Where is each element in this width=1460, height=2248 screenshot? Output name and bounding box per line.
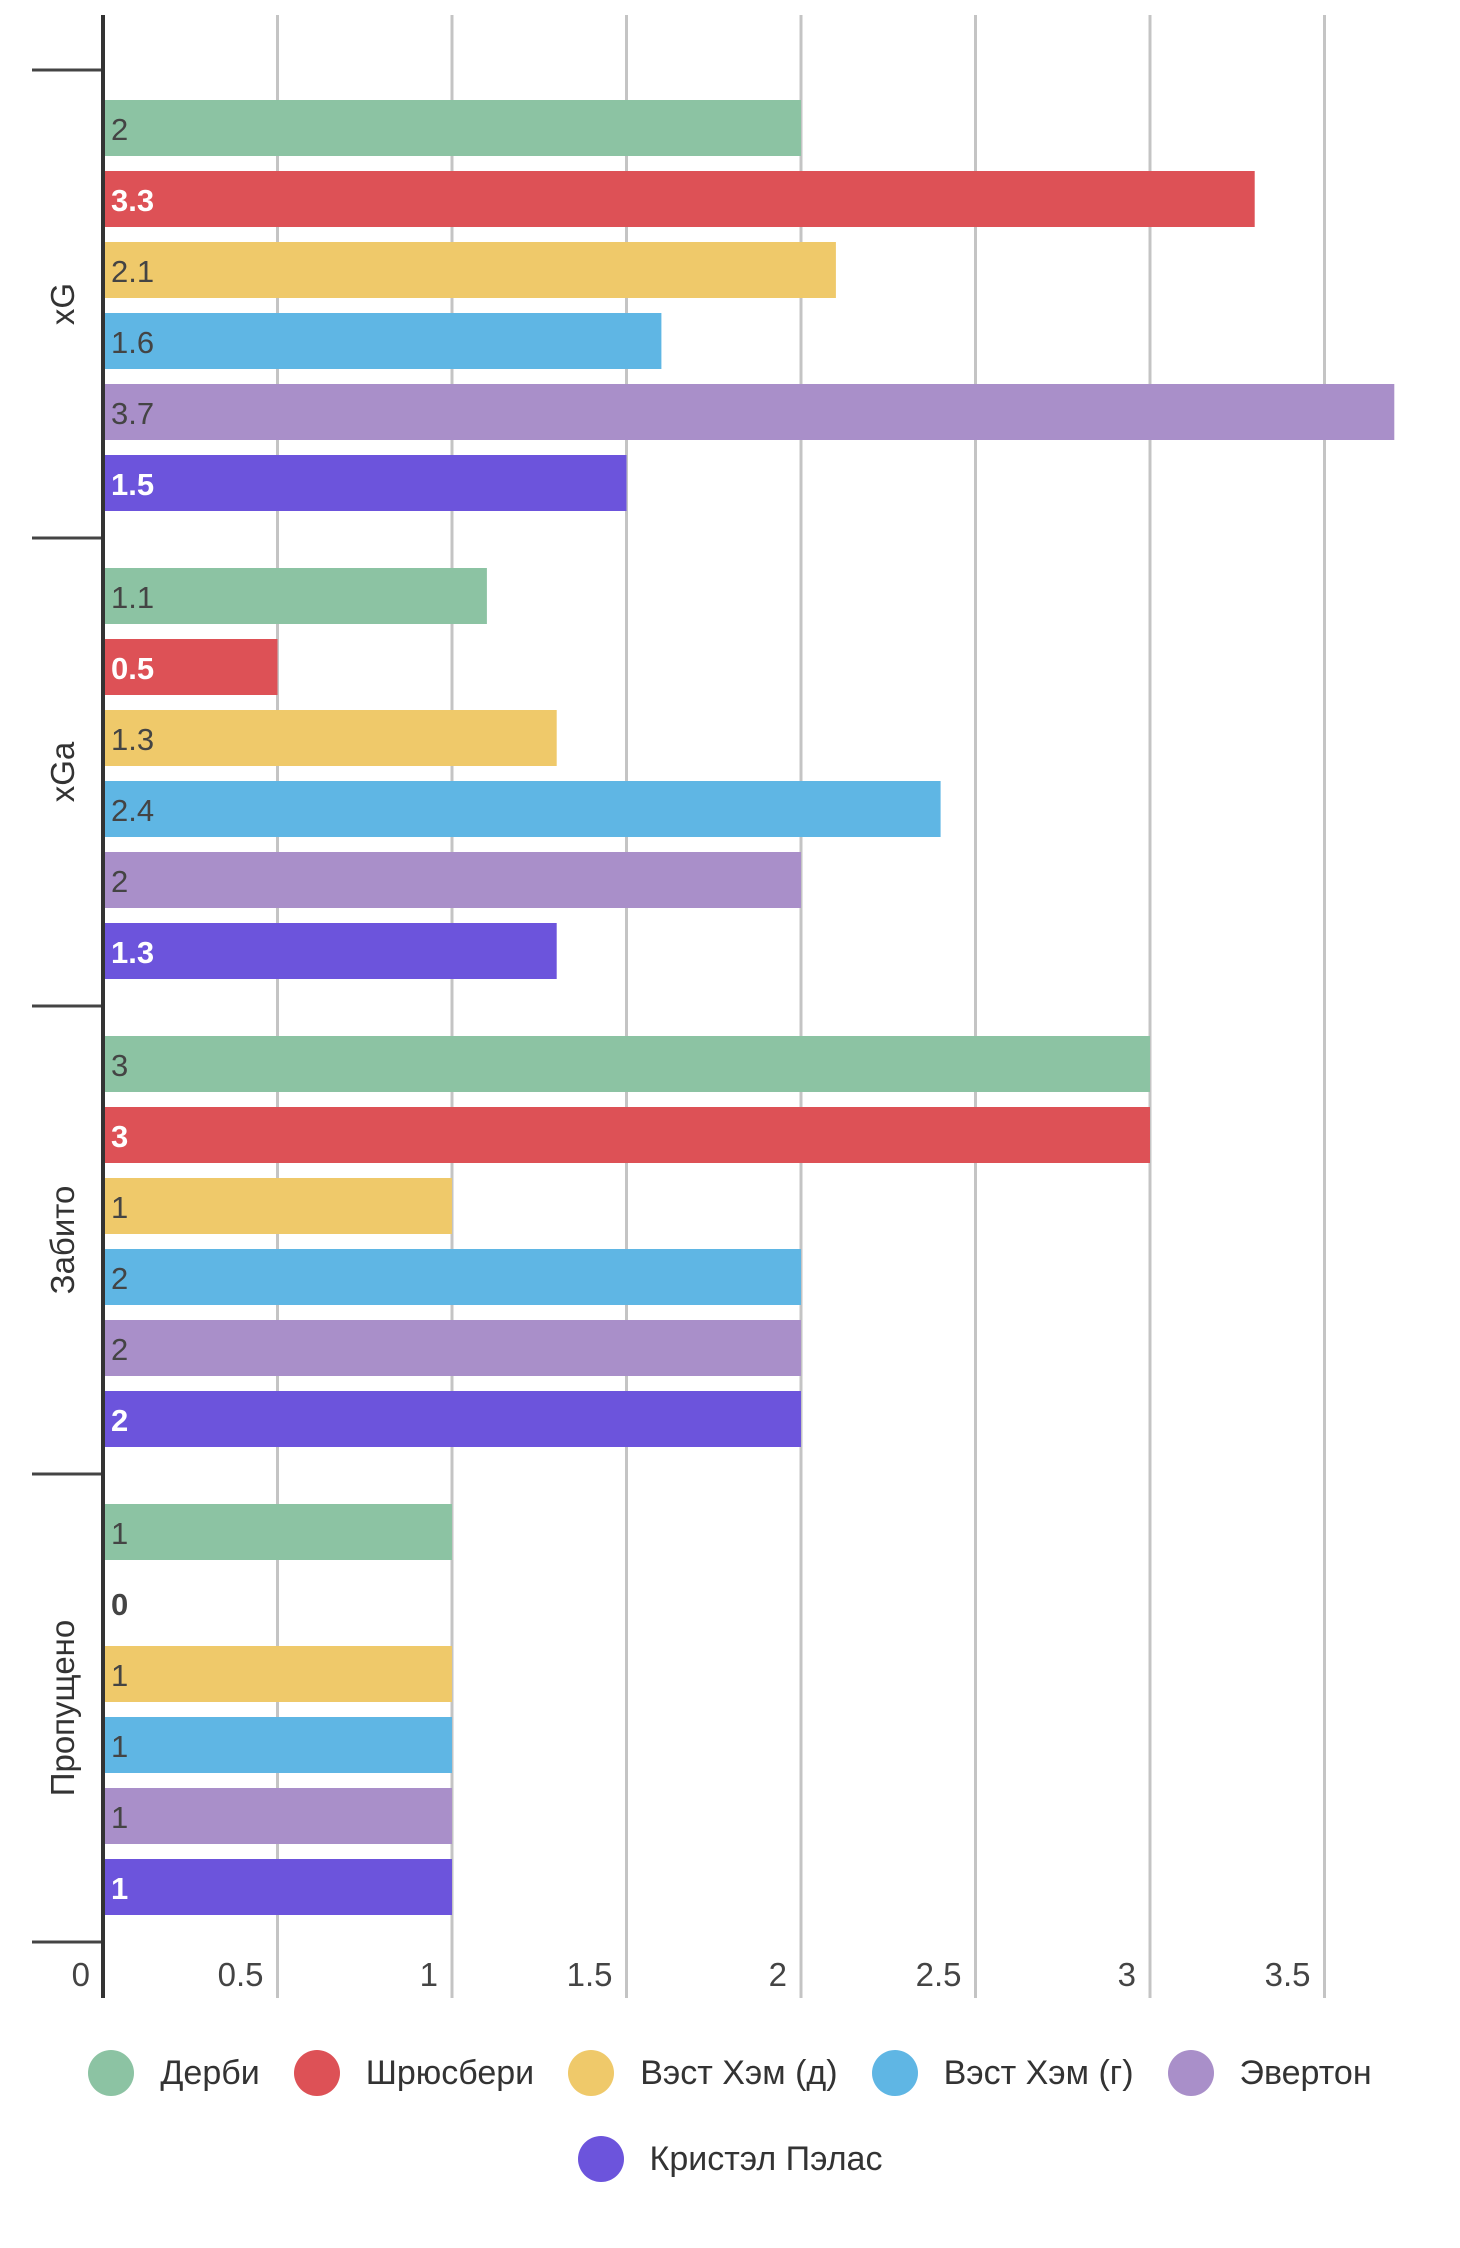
legend-swatch (88, 2050, 135, 2096)
bar (103, 100, 801, 156)
data-label: 1.3 (111, 935, 154, 970)
legend-label: Шрюсбери (365, 2053, 535, 2092)
legend-label: Вэст Хэм (г) (943, 2053, 1134, 2092)
category-label: Пропущено (44, 1620, 81, 1797)
data-label: 1.1 (111, 580, 154, 615)
legend-item: Дерби (88, 2050, 260, 2096)
x-tick-label: 0.5 (218, 1956, 264, 1993)
legend-item: Вэст Хэм (д) (568, 2050, 838, 2096)
category-label: xGa (44, 741, 81, 802)
data-label: 2 (111, 1332, 128, 1367)
data-label: 3 (111, 1119, 128, 1154)
data-label: 2.1 (111, 254, 154, 289)
x-tick-label: 2 (769, 1956, 787, 1993)
data-label: 2.4 (111, 793, 154, 828)
legend-swatch (871, 2050, 918, 2096)
data-label: 2 (111, 1403, 128, 1438)
bar (103, 1788, 452, 1844)
bar (103, 923, 557, 979)
bar (103, 1391, 801, 1447)
bar (103, 1320, 801, 1376)
bar (103, 852, 801, 908)
bar (103, 384, 1395, 440)
data-label: 1 (111, 1871, 128, 1906)
legend-swatch (1167, 2050, 1214, 2096)
category-label: Забито (44, 1186, 81, 1295)
data-label: 2 (111, 1261, 128, 1296)
data-label: 3.3 (111, 183, 154, 218)
legend-label: Вэст Хэм (д) (640, 2053, 838, 2092)
x-tick-label: 3.5 (1265, 1956, 1311, 1993)
bar (103, 781, 941, 837)
legend-item: Шрюсбери (293, 2050, 535, 2096)
data-label: 3 (111, 1048, 128, 1083)
bar (103, 568, 487, 624)
bar (103, 1646, 452, 1702)
x-tick-label: 2.5 (916, 1956, 962, 1993)
x-tick-label: 3 (1118, 1956, 1136, 1993)
legend-swatch (293, 2050, 340, 2096)
bar (103, 1717, 452, 1773)
bar (103, 1107, 1150, 1163)
bar (103, 639, 278, 695)
bar (103, 313, 662, 369)
legend-item: Эвертон (1167, 2050, 1372, 2096)
bar (103, 1036, 1150, 1092)
bar (103, 1249, 801, 1305)
category-label: xG (44, 283, 81, 325)
legend-item: Вэст Хэм (г) (871, 2050, 1134, 2096)
data-label: 1 (111, 1658, 128, 1693)
data-label: 3.7 (111, 396, 154, 431)
data-label: 1.3 (111, 722, 154, 757)
legend-item: Кристэл Пэлас (577, 2136, 883, 2182)
x-tick-label: 0 (72, 1956, 90, 1993)
data-label: 1 (111, 1729, 128, 1764)
data-label: 2 (111, 864, 128, 899)
bar (103, 710, 557, 766)
legend-swatch (577, 2136, 624, 2182)
bar (103, 242, 836, 298)
x-tick-label: 1.5 (567, 1956, 613, 1993)
data-label: 0.5 (111, 651, 154, 686)
data-label: 1 (111, 1190, 128, 1225)
data-label: 0 (111, 1587, 128, 1622)
data-label: 1.6 (111, 325, 154, 360)
legend-label: Эвертон (1239, 2053, 1372, 2092)
legend-label: Кристэл Пэлас (649, 2139, 883, 2178)
data-label: 1.5 (111, 467, 154, 502)
data-label: 1 (111, 1516, 128, 1551)
x-tick-label: 1 (420, 1956, 438, 1993)
bar (103, 1859, 452, 1915)
bar (103, 171, 1255, 227)
bar-chart-svg: 2 3.3 2.1 1.6 3.7 1.5 1.1 0.5 1.3 2.4 2 1.3 3 3 1 2 2 2 1 0… (32, 15, 1395, 1998)
bar (103, 455, 627, 511)
legend: Дерби Шрюсбери Вэст Хэм (д) Вэст Хэм (г) Эве… (0, 2050, 1460, 2182)
legend-swatch (568, 2050, 615, 2096)
data-label: 1 (111, 1800, 128, 1835)
bar (103, 1504, 452, 1560)
bar (103, 1178, 452, 1234)
legend-label: Дерби (160, 2053, 260, 2092)
data-label: 2 (111, 112, 128, 147)
